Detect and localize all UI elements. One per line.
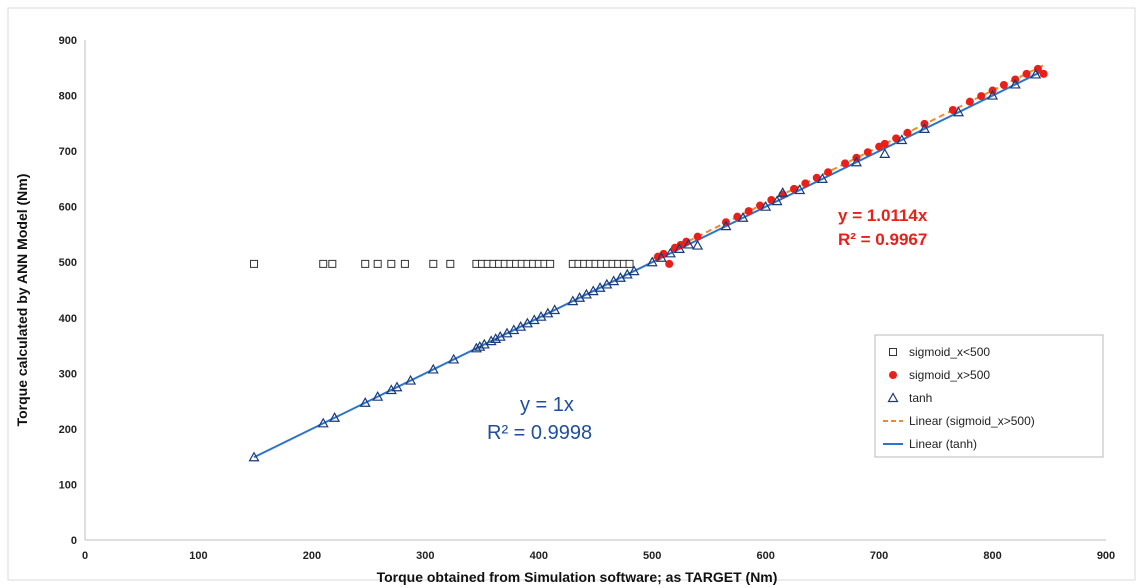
data-point [447, 260, 454, 267]
data-point [547, 260, 554, 267]
x-tick-label: 700 [870, 550, 888, 562]
data-point [626, 260, 633, 267]
data-point [977, 92, 985, 100]
legend-marker-swatch [889, 371, 897, 379]
chart-frame [8, 8, 1135, 580]
annotation-red-equation: y = 1.0114x [838, 206, 928, 225]
legend-label: sigmoid_x<500 [909, 345, 990, 359]
data-point [362, 260, 369, 267]
data-point [1040, 70, 1048, 78]
legend-label: Linear (tanh) [909, 437, 977, 451]
y-tick-label: 700 [59, 146, 77, 158]
legend-label: sigmoid_x>500 [909, 368, 990, 382]
x-tick-label: 600 [756, 550, 774, 562]
data-point [320, 260, 327, 267]
y-tick-label: 200 [59, 424, 77, 436]
data-point [251, 260, 258, 267]
x-tick-label: 500 [643, 550, 661, 562]
data-point [329, 260, 336, 267]
x-tick-label: 800 [983, 550, 1001, 562]
annotation-blue-equation: y = 1x [520, 394, 574, 416]
legend-marker-swatch [890, 349, 897, 356]
data-point [694, 233, 702, 241]
x-tick-label: 900 [1097, 550, 1115, 562]
data-point [801, 179, 809, 187]
x-tick-label: 200 [303, 550, 321, 562]
y-tick-label: 100 [59, 479, 77, 491]
y-tick-label: 500 [59, 257, 77, 269]
y-tick-label: 300 [59, 368, 77, 380]
x-tick-label: 100 [189, 550, 207, 562]
y-tick-label: 900 [59, 35, 77, 47]
data-point [1023, 70, 1031, 78]
annotation-red-r2: R² = 0.9967 [838, 230, 927, 249]
y-tick-label: 600 [59, 202, 77, 214]
data-point [903, 129, 911, 137]
data-point [374, 260, 381, 267]
y-tick-label: 0 [71, 535, 77, 547]
x-axis-title: Torque obtained from Simulation software… [377, 569, 778, 585]
legend-label: tanh [909, 391, 932, 405]
data-point [430, 260, 437, 267]
data-point [745, 207, 753, 215]
y-axis-title: Torque calculated by ANN Model (Nm) [14, 174, 30, 427]
data-point [1000, 81, 1008, 89]
data-point [388, 260, 395, 267]
data-point [824, 168, 832, 176]
y-tick-label: 400 [59, 313, 77, 325]
x-tick-label: 400 [530, 550, 548, 562]
x-tick-label: 300 [416, 550, 434, 562]
data-point [665, 260, 673, 268]
data-point [881, 140, 889, 148]
data-point [401, 260, 408, 267]
data-point [966, 98, 974, 106]
data-point [864, 148, 872, 156]
y-tick-label: 800 [59, 91, 77, 103]
data-point [841, 159, 849, 167]
annotation-blue-r2: R² = 0.9998 [487, 422, 592, 444]
legend-label: Linear (sigmoid_x>500) [909, 414, 1035, 428]
x-tick-label: 0 [82, 550, 88, 562]
